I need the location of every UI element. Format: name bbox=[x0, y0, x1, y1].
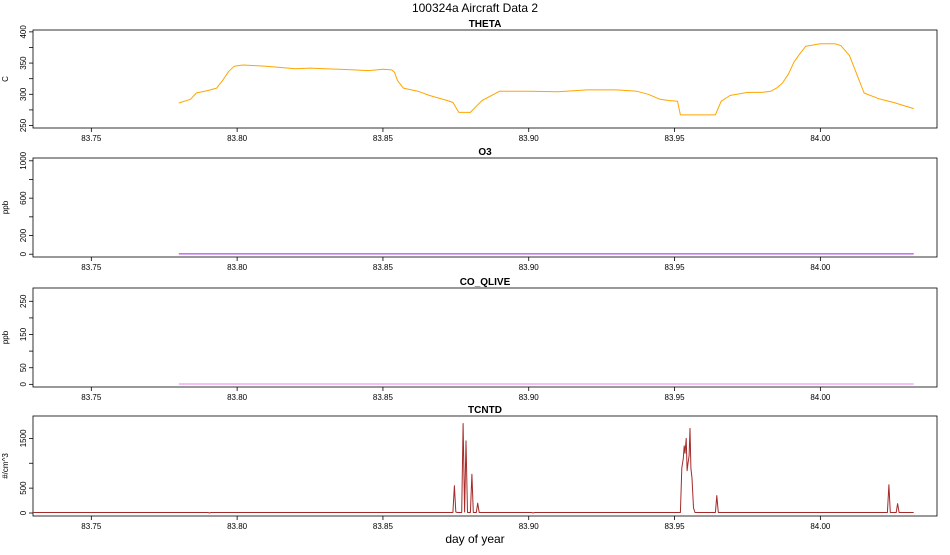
x-tick-label: 84.00 bbox=[810, 393, 831, 402]
x-tick-label: 83.85 bbox=[373, 134, 394, 143]
x-tick-label: 83.95 bbox=[665, 522, 686, 531]
x-tick-label: 84.00 bbox=[810, 134, 831, 143]
y-axis-label: #/cm^3 bbox=[1, 453, 10, 479]
panel-title: CO_QLIVE bbox=[460, 277, 511, 288]
x-tick-label: 83.90 bbox=[519, 522, 540, 531]
x-tick-label: 83.90 bbox=[519, 393, 540, 402]
plot-frame bbox=[32, 157, 938, 258]
plot-frame bbox=[32, 29, 938, 129]
series-line-0 bbox=[178, 43, 914, 116]
x-tick-label: 84.00 bbox=[810, 522, 831, 531]
x-tick-label: 83.80 bbox=[227, 522, 248, 531]
y-tick-label: 250 bbox=[19, 294, 28, 308]
panel-title: TCNTD bbox=[468, 405, 502, 416]
x-tick-label: 83.75 bbox=[81, 522, 102, 531]
y-tick-label: 0 bbox=[19, 251, 28, 256]
y-tick-label: 1500 bbox=[19, 429, 28, 447]
figure-title: 100324a Aircraft Data 2 bbox=[412, 1, 538, 15]
y-axis-label: ppb bbox=[1, 200, 10, 214]
y-tick-label: 400 bbox=[19, 25, 28, 39]
chart-panel-1: O3 ppb 83.75 83.80 83.85 83.90 83.95 84.00 0 200 6… bbox=[1, 147, 938, 272]
x-tick-label: 83.85 bbox=[373, 263, 394, 272]
y-tick-label: 350 bbox=[19, 56, 28, 70]
x-tick-label: 83.85 bbox=[373, 393, 394, 402]
panel-title: THETA bbox=[469, 19, 502, 30]
y-axis-label: C bbox=[1, 76, 10, 82]
panel-title: O3 bbox=[478, 147, 492, 158]
series-line-0 bbox=[33, 423, 914, 514]
x-tick-label: 83.75 bbox=[81, 134, 102, 143]
x-tick-label: 83.80 bbox=[227, 263, 248, 272]
y-tick-label: 500 bbox=[19, 481, 28, 495]
x-tick-label: 83.80 bbox=[227, 134, 248, 143]
x-tick-label: 83.75 bbox=[81, 393, 102, 402]
x-tick-label: 83.95 bbox=[665, 263, 686, 272]
x-tick-label: 83.90 bbox=[519, 134, 540, 143]
x-tick-label: 83.95 bbox=[665, 134, 686, 143]
y-tick-label: 600 bbox=[19, 191, 28, 205]
y-tick-label: 0 bbox=[19, 382, 28, 387]
y-tick-label: 1000 bbox=[19, 151, 28, 169]
chart-panel-3: TCNTD #/cm^3 83.75 83.80 83.85 83.90 83.95 84.0… bbox=[1, 405, 938, 531]
y-tick-label: 250 bbox=[19, 118, 28, 132]
x-axis-label: day of year bbox=[445, 532, 504, 546]
y-tick-label: 0 bbox=[19, 510, 28, 515]
x-tick-label: 83.90 bbox=[519, 263, 540, 272]
x-tick-label: 83.80 bbox=[227, 393, 248, 402]
plot-frame bbox=[32, 287, 938, 388]
y-tick-label: 300 bbox=[19, 87, 28, 101]
y-tick-label: 150 bbox=[19, 327, 28, 341]
x-tick-label: 83.75 bbox=[81, 263, 102, 272]
y-tick-label: 200 bbox=[19, 228, 28, 242]
x-tick-label: 83.95 bbox=[665, 393, 686, 402]
x-tick-label: 84.00 bbox=[810, 263, 831, 272]
plot-frame bbox=[32, 415, 938, 517]
chart-panel-0: THETA C 83.75 83.80 83.85 83.90 83.95 84.00 250 3… bbox=[1, 19, 938, 143]
x-tick-label: 83.85 bbox=[373, 522, 394, 531]
y-tick-label: 50 bbox=[19, 363, 28, 372]
y-axis-label: ppb bbox=[1, 330, 10, 344]
